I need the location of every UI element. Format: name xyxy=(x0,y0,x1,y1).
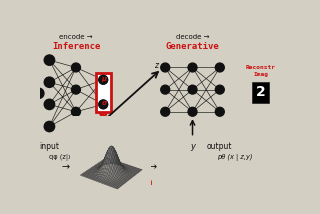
Text: decode →: decode → xyxy=(176,34,209,40)
Circle shape xyxy=(99,100,108,109)
Circle shape xyxy=(44,121,55,132)
Text: encode →: encode → xyxy=(59,34,93,40)
Text: →: → xyxy=(149,162,157,172)
Text: output: output xyxy=(207,142,233,151)
Circle shape xyxy=(71,85,80,94)
Text: Reconstr: Reconstr xyxy=(246,65,276,70)
Bar xyxy=(252,82,269,103)
Circle shape xyxy=(99,76,108,84)
Circle shape xyxy=(99,76,108,84)
Bar xyxy=(96,73,111,111)
Circle shape xyxy=(161,63,170,72)
Circle shape xyxy=(71,107,80,116)
Circle shape xyxy=(188,63,197,72)
Circle shape xyxy=(161,85,170,94)
Circle shape xyxy=(215,85,224,94)
Circle shape xyxy=(44,99,55,110)
Text: →: → xyxy=(62,162,70,172)
Text: μ: μ xyxy=(102,76,107,82)
Text: pθ (x | z,y): pθ (x | z,y) xyxy=(217,154,252,161)
Text: y: y xyxy=(190,142,195,151)
Text: Imag: Imag xyxy=(253,72,268,77)
Circle shape xyxy=(188,107,197,116)
Text: z: z xyxy=(154,61,158,70)
Circle shape xyxy=(99,100,108,109)
Circle shape xyxy=(44,55,55,65)
Circle shape xyxy=(34,88,44,98)
Text: Inference: Inference xyxy=(52,42,100,51)
Text: Generative: Generative xyxy=(166,42,220,51)
Circle shape xyxy=(215,63,224,72)
Text: hidden: hidden xyxy=(90,142,116,151)
Circle shape xyxy=(71,63,80,72)
Text: 2: 2 xyxy=(256,85,265,99)
Text: σ: σ xyxy=(101,100,107,106)
Circle shape xyxy=(44,77,55,87)
Circle shape xyxy=(161,107,170,116)
Text: qφ (z|x, y): qφ (z|x, y) xyxy=(49,154,83,161)
Circle shape xyxy=(215,107,224,116)
Text: input: input xyxy=(39,142,60,151)
Text: Latent
Distribution: Latent Distribution xyxy=(98,166,153,187)
Circle shape xyxy=(188,85,197,94)
